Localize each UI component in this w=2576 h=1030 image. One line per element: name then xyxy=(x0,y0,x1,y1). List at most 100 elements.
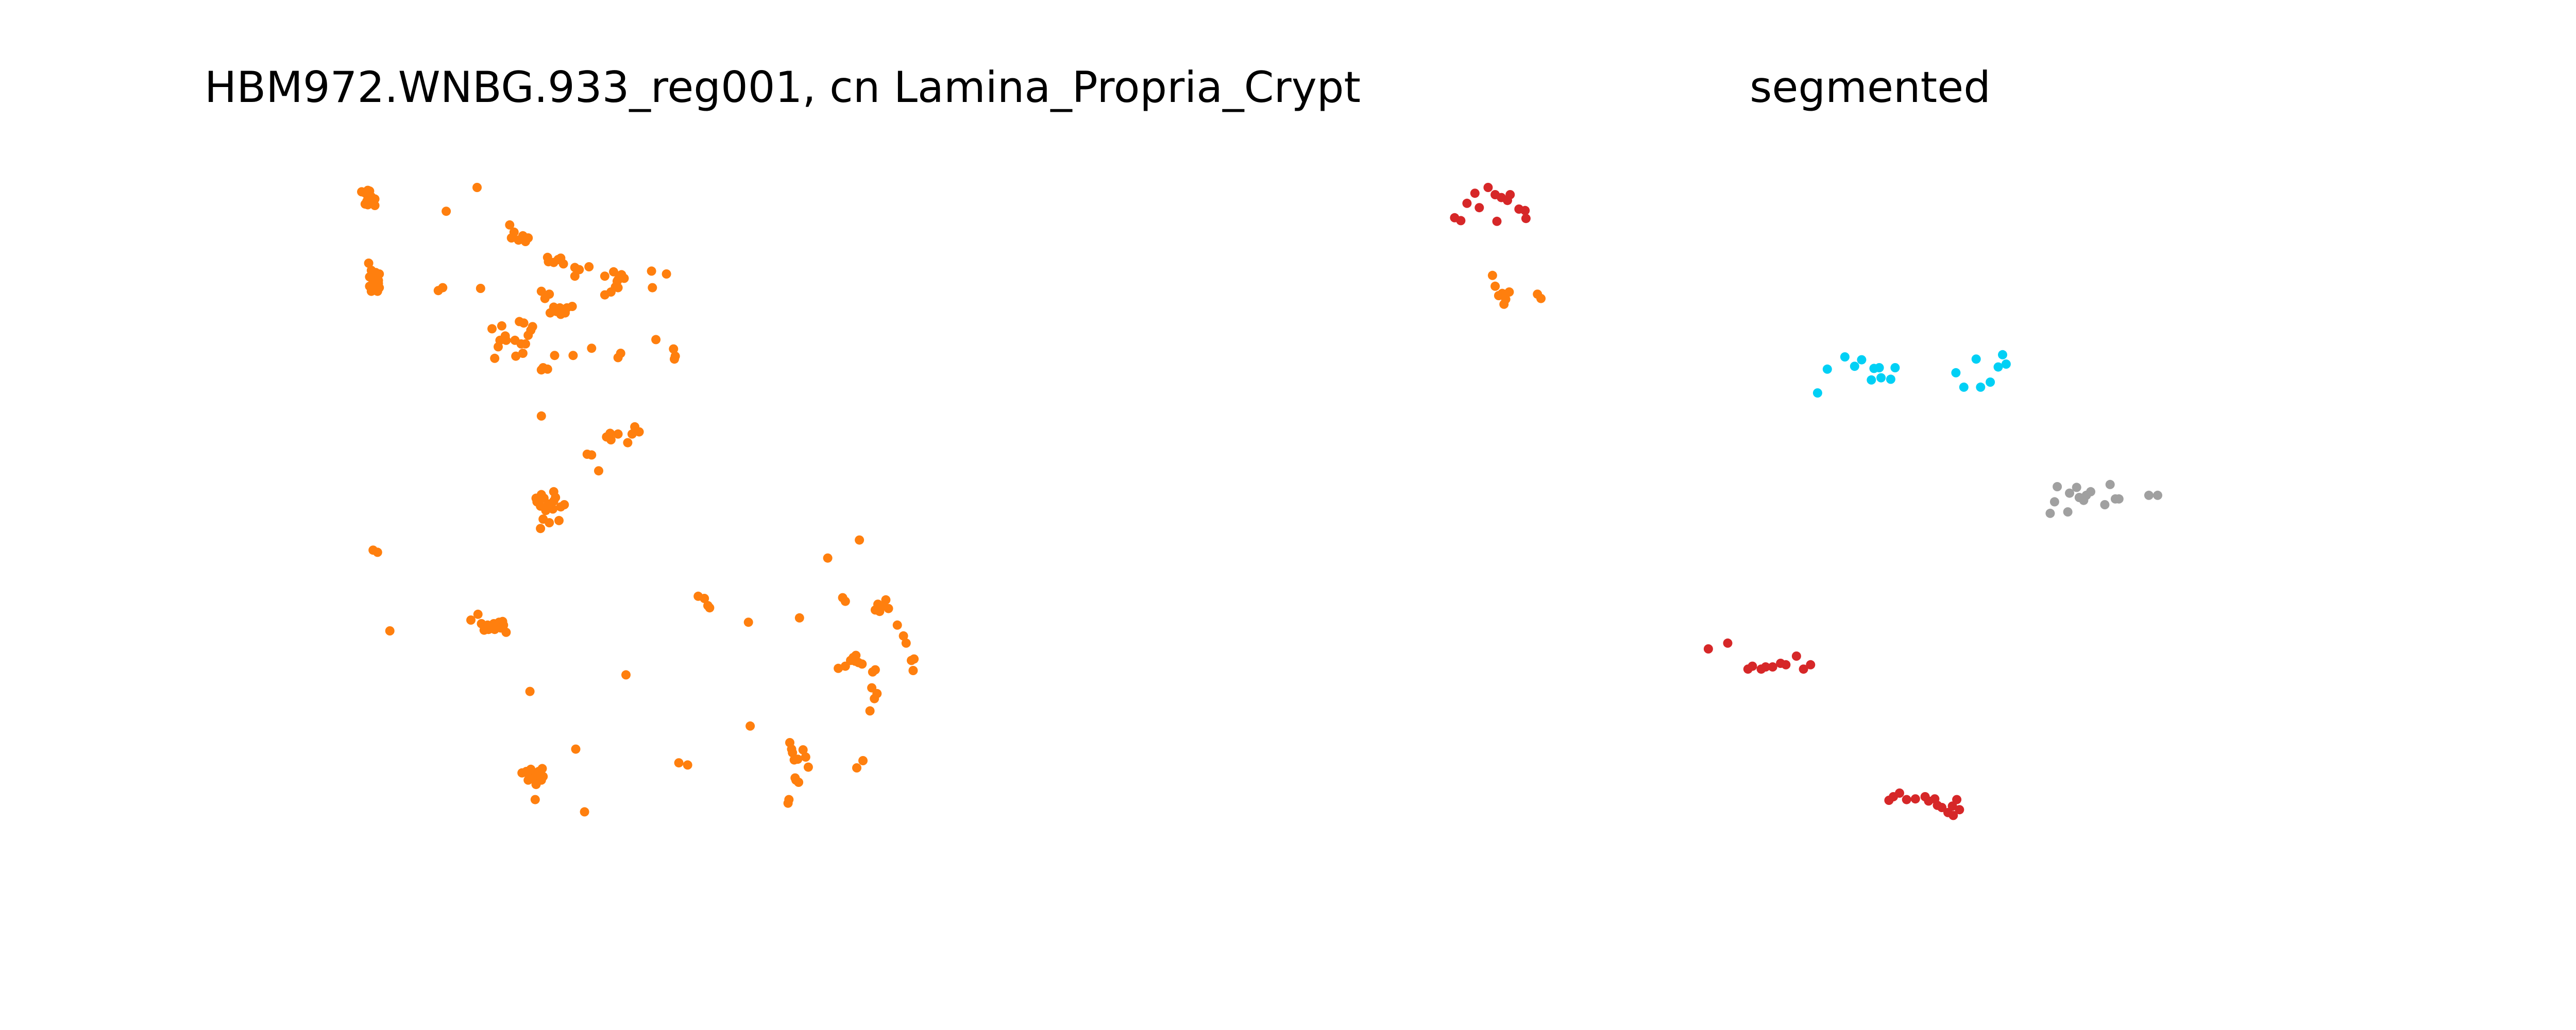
scatter-point xyxy=(634,427,644,437)
scatter-point xyxy=(554,516,564,525)
scatter-point xyxy=(858,756,868,765)
scatter-point xyxy=(1520,205,1530,215)
scatter-point xyxy=(705,603,715,613)
scatter-point xyxy=(536,411,546,421)
scatter-point xyxy=(794,613,804,623)
scatter-point xyxy=(743,617,753,627)
scatter-point xyxy=(1462,198,1472,208)
scatter-point xyxy=(2100,500,2110,509)
scatter-point xyxy=(1850,362,1859,371)
scatter-point xyxy=(1986,377,1995,387)
scatter-point xyxy=(1536,294,1546,303)
scatter-point xyxy=(1959,382,1969,392)
scatter-point xyxy=(794,778,804,787)
scatter-point xyxy=(745,721,755,731)
scatter-point xyxy=(1505,190,1515,199)
scatter-point xyxy=(798,745,808,754)
scatter-point xyxy=(616,349,625,358)
scatter-point xyxy=(515,317,524,327)
scatter-point xyxy=(1492,216,1502,226)
scatter-point xyxy=(2001,359,2011,369)
scatter-point xyxy=(1998,350,2007,359)
scatter-point xyxy=(438,283,448,293)
scatter-point xyxy=(700,594,709,603)
scatter-point xyxy=(362,196,372,206)
scatter-point xyxy=(899,631,908,641)
scatter-point xyxy=(490,625,500,634)
scatter-point xyxy=(1521,214,1531,224)
scatter-point xyxy=(536,524,546,534)
scatter-point xyxy=(2049,497,2059,507)
scatter-point xyxy=(2105,479,2115,489)
scatter-point xyxy=(1948,811,1958,820)
scatter-point xyxy=(1761,662,1771,672)
scatter-point xyxy=(523,233,533,243)
scatter-point xyxy=(2144,490,2154,500)
scatter-point xyxy=(621,670,631,680)
scatter-point xyxy=(1781,660,1791,670)
scatter-point xyxy=(2153,490,2162,500)
scatter-point xyxy=(2114,494,2124,504)
scatter-point xyxy=(908,666,918,675)
scatter-point xyxy=(1910,794,1920,804)
scatter-point xyxy=(574,265,584,274)
scatter-point xyxy=(540,294,550,303)
scatter-point xyxy=(505,220,515,230)
scatter-point xyxy=(1895,788,1904,798)
scatter-point xyxy=(1876,373,1886,383)
scatter-point xyxy=(549,487,558,496)
scatter-point xyxy=(788,748,798,758)
scatter-point xyxy=(494,342,503,352)
scatter-point xyxy=(1976,382,1986,392)
scatter-point xyxy=(674,758,684,768)
scatter-point xyxy=(523,775,533,785)
scatter-point xyxy=(476,284,485,293)
scatter-point xyxy=(662,269,671,279)
scatter-point xyxy=(1487,270,1497,280)
scatter-point xyxy=(1951,368,1961,377)
scatter-point xyxy=(538,771,548,781)
scatter-point xyxy=(525,686,535,696)
scatter-point xyxy=(613,429,623,439)
scatter-point xyxy=(472,183,482,192)
scatter-point xyxy=(2086,487,2095,496)
scatter-point xyxy=(497,321,506,331)
scatter-point xyxy=(857,659,867,669)
scatter-point xyxy=(2053,482,2062,491)
right-scatter-plot xyxy=(1450,183,2162,820)
scatter-point xyxy=(600,271,609,281)
scatter-point xyxy=(909,654,919,664)
scatter-point xyxy=(570,271,580,281)
scatter-point xyxy=(364,259,374,268)
scatter-point xyxy=(1867,375,1876,385)
scatter-point xyxy=(466,615,476,625)
scatter-point xyxy=(1890,363,1900,372)
scatter-point xyxy=(2063,507,2073,517)
scatter-point xyxy=(1723,638,1733,648)
scatter-point xyxy=(870,665,880,675)
scatter-point xyxy=(1483,183,1493,192)
scatter-point xyxy=(1501,295,1511,304)
scatter-point xyxy=(852,763,861,772)
scatter-point xyxy=(851,650,861,660)
scatter-point xyxy=(867,683,877,693)
scatter-point xyxy=(1504,287,1514,297)
scatter-point xyxy=(511,351,521,361)
scatter-point xyxy=(2045,508,2055,518)
scatter-point xyxy=(1490,281,1500,291)
scatter-point xyxy=(521,339,530,349)
scatter-point xyxy=(1475,203,1484,213)
scatter-point xyxy=(571,744,581,754)
scatter-point xyxy=(1937,803,1947,812)
scatter-point xyxy=(1470,188,1480,198)
scatter-point xyxy=(1902,795,1911,804)
scatter-point xyxy=(627,429,637,439)
scatter-point xyxy=(648,283,657,293)
scatter-point xyxy=(545,518,554,527)
scatter-point xyxy=(865,706,875,716)
scatter-point xyxy=(536,286,546,296)
scatter-point xyxy=(901,638,911,648)
scatter-point xyxy=(568,351,578,360)
scatter-point xyxy=(834,663,843,673)
